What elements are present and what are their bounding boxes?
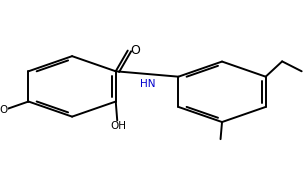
Text: HN: HN xyxy=(140,79,156,89)
Text: O: O xyxy=(130,44,140,57)
Text: OH: OH xyxy=(111,121,127,131)
Text: O: O xyxy=(0,105,8,115)
